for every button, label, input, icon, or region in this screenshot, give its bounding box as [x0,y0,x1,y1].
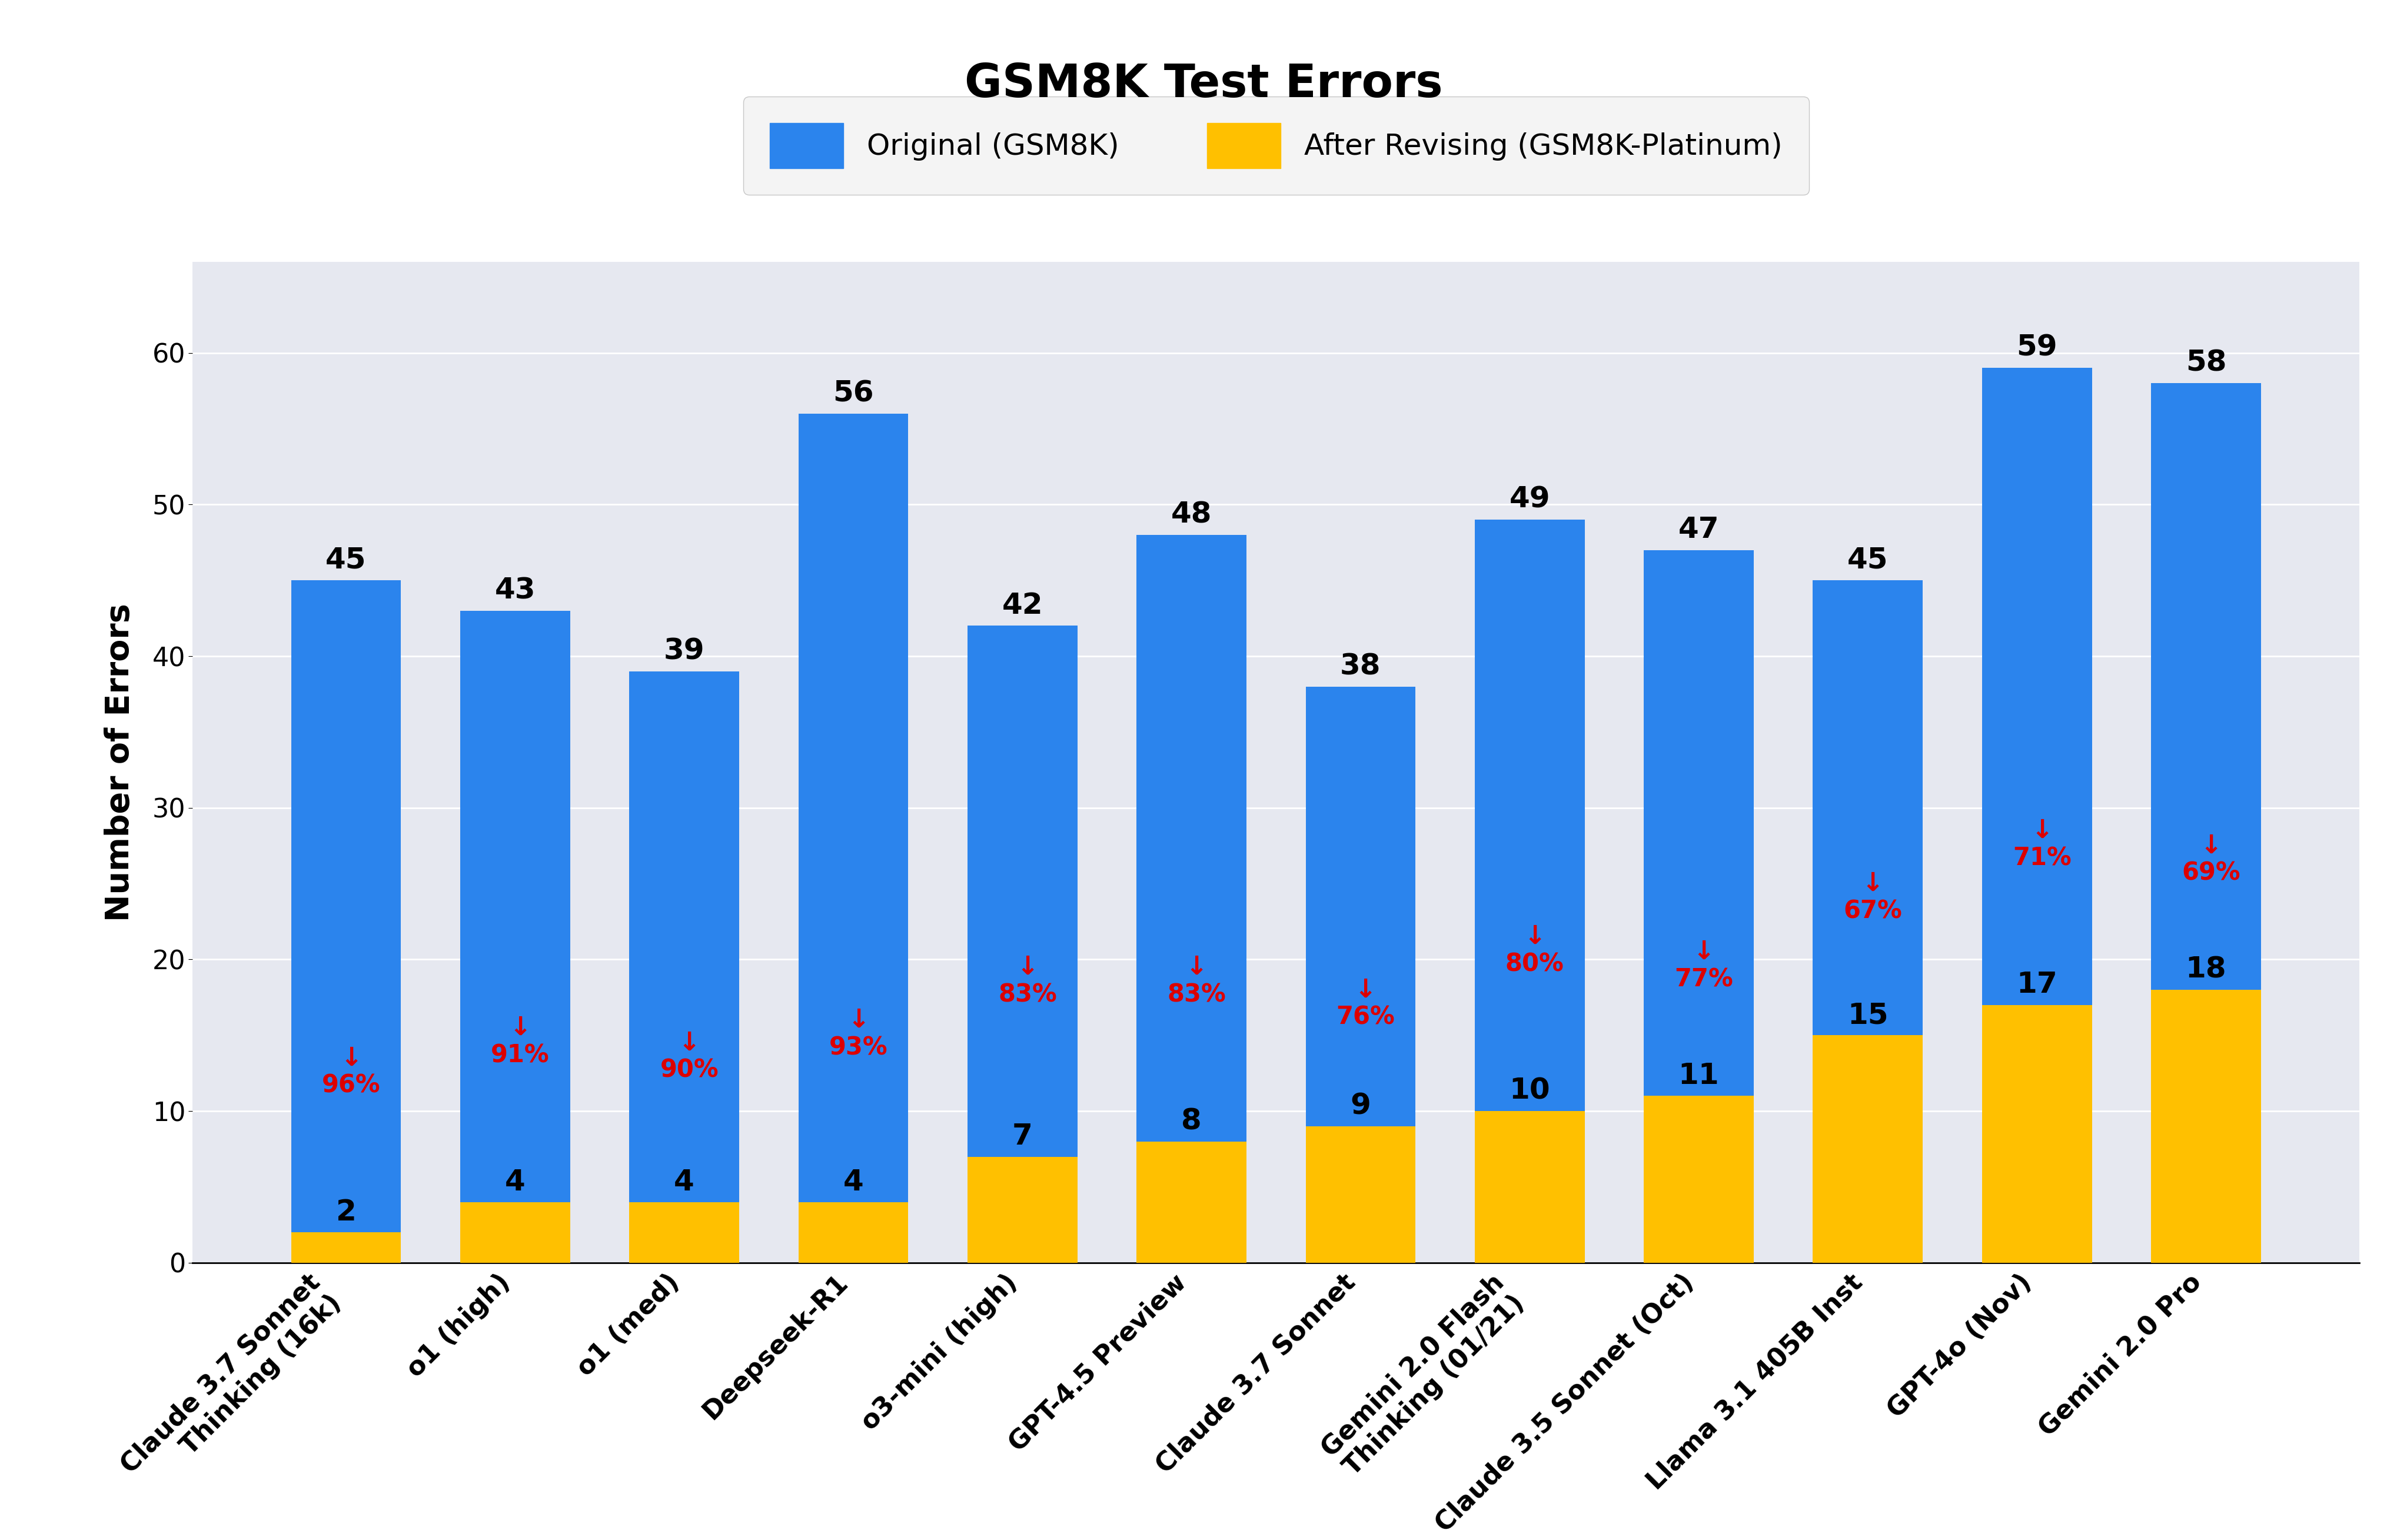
Text: 38: 38 [1341,651,1382,681]
Text: ↓: ↓ [339,1046,361,1070]
Text: 96%: 96% [323,1073,380,1098]
Text: 83%: 83% [1167,983,1225,1007]
Text: ↓: ↓ [510,1015,532,1041]
Text: 15: 15 [1846,1001,1887,1029]
Bar [1981,1006,2092,1263]
Text: 39: 39 [664,638,705,665]
Text: 4: 4 [505,1167,525,1197]
Bar [1305,1126,1415,1263]
Bar [628,1203,739,1263]
Text: 18: 18 [2186,955,2226,984]
Text: 4: 4 [842,1167,864,1197]
Text: 11: 11 [1678,1061,1719,1090]
Bar [1981,368,2092,1263]
Bar [460,1203,570,1263]
Text: 9: 9 [1350,1092,1370,1120]
Text: 2: 2 [335,1198,356,1226]
Text: 69%: 69% [2181,861,2241,886]
Bar [799,1203,907,1263]
Text: 67%: 67% [1844,899,1902,924]
Text: 80%: 80% [1504,952,1565,976]
Text: 93%: 93% [828,1035,888,1060]
Bar [291,1232,402,1263]
Bar [2149,383,2260,1263]
Text: 8: 8 [1182,1107,1201,1135]
Text: 59: 59 [2017,334,2058,362]
Text: ↓: ↓ [1692,939,1714,964]
Bar [1812,1035,1923,1263]
Legend: Original (GSM8K), After Revising (GSM8K-Platinum): Original (GSM8K), After Revising (GSM8K-… [744,97,1808,194]
Text: 71%: 71% [2012,845,2070,870]
Text: 43: 43 [493,576,534,605]
Bar [1812,581,1923,1263]
Text: 10: 10 [1509,1076,1550,1106]
Text: ↓: ↓ [1016,955,1037,979]
Text: 83%: 83% [999,983,1057,1007]
Text: ↓: ↓ [1184,955,1208,979]
Bar [1136,534,1247,1263]
Text: 56: 56 [833,379,874,408]
Bar [968,625,1076,1263]
Bar [628,671,739,1263]
Text: 91%: 91% [491,1043,549,1067]
Text: 90%: 90% [660,1058,717,1083]
Bar [968,1157,1076,1263]
Text: ↓: ↓ [847,1007,869,1033]
Text: ↓: ↓ [2032,818,2053,844]
Text: 45: 45 [325,547,366,574]
Bar [2149,990,2260,1263]
Text: ↓: ↓ [1355,978,1377,1003]
Bar [1305,687,1415,1263]
Text: 4: 4 [674,1167,693,1197]
Text: 58: 58 [2186,350,2226,377]
Bar [1136,1141,1247,1263]
Text: ↓: ↓ [679,1030,700,1055]
Text: 45: 45 [1846,547,1887,574]
Text: 47: 47 [1678,516,1719,544]
Text: ↓: ↓ [2200,833,2222,858]
Text: 17: 17 [2017,970,2058,999]
Bar [1475,519,1584,1263]
Bar [1475,1112,1584,1263]
Bar [799,413,907,1263]
Text: 48: 48 [1170,500,1211,528]
Bar [1644,1096,1752,1263]
Text: ↓: ↓ [1524,924,1545,949]
Y-axis label: Number of Errors: Number of Errors [104,604,135,921]
Text: 7: 7 [1011,1123,1033,1150]
Text: ↓: ↓ [1861,872,1882,896]
Text: 77%: 77% [1673,967,1733,992]
Text: 49: 49 [1509,485,1550,513]
Bar [1644,550,1752,1263]
Bar [460,611,570,1263]
Text: 42: 42 [1001,591,1042,619]
Bar [291,581,402,1263]
Text: GSM8K Test Errors: GSM8K Test Errors [965,62,1442,106]
Text: 76%: 76% [1336,1006,1394,1030]
